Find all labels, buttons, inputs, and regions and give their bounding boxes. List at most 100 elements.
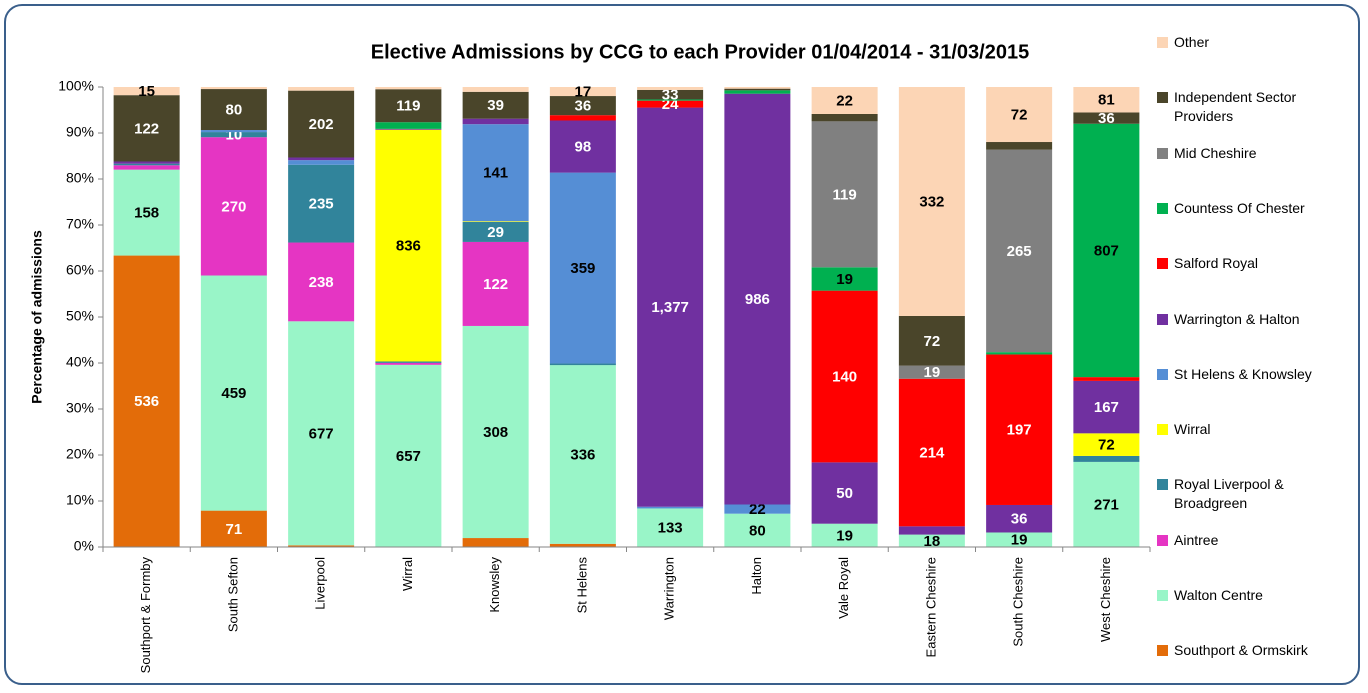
bar-segment <box>200 137 267 276</box>
bar-segment <box>1073 112 1140 124</box>
bar-segment <box>811 87 878 114</box>
legend-label: Warrington & Halton <box>1174 310 1300 327</box>
bar-segment <box>375 89 442 123</box>
legend-entry: Independent Sector Providers <box>1157 88 1347 126</box>
data-label: 36 <box>1011 511 1028 528</box>
bar-segment <box>1073 87 1140 113</box>
bar-segment <box>898 378 965 527</box>
bar-segment <box>375 364 442 547</box>
legend-entry: Southport & Ormskirk <box>1157 641 1347 660</box>
y-tick-label: 90% <box>66 124 94 140</box>
bar-segment <box>986 504 1053 533</box>
y-tick-label: 0% <box>74 538 94 554</box>
data-label: 133 <box>658 520 683 537</box>
bar-segment <box>113 161 180 164</box>
bar-segment <box>549 543 616 547</box>
data-label: 214 <box>919 444 945 461</box>
bar-segment <box>986 87 1053 143</box>
x-tick-label: Liverpool <box>313 557 328 610</box>
data-label: 332 <box>919 193 944 210</box>
data-label: 19 <box>836 271 853 288</box>
legend-entry: Royal Liverpool & Broadgreen <box>1157 475 1347 513</box>
bar-segment <box>986 532 1053 547</box>
data-label: 336 <box>570 446 595 463</box>
legend-label: Independent Sector Providers <box>1174 89 1297 125</box>
data-label: 167 <box>1094 399 1119 416</box>
bar-segment <box>375 128 442 130</box>
bar-segment <box>375 122 442 129</box>
data-label: 29 <box>487 224 504 241</box>
data-label: 197 <box>1007 422 1032 439</box>
bar-segment <box>1073 433 1140 456</box>
legend-entry: Wirral <box>1157 420 1347 439</box>
bar-segment <box>637 508 704 547</box>
y-tick-label: 100% <box>58 78 94 94</box>
x-tick-label: Eastern Cheshire <box>923 557 938 657</box>
legend-swatch <box>1157 202 1168 214</box>
bar-segment <box>811 290 878 463</box>
bar-segment <box>549 172 616 364</box>
data-label: 98 <box>575 139 592 156</box>
data-label: 17 <box>575 83 592 100</box>
bar-segment <box>724 87 791 89</box>
bar-segment <box>375 87 442 90</box>
bar-segment <box>1073 455 1140 462</box>
y-tick-label: 50% <box>66 308 94 324</box>
bar-segment <box>986 149 1053 353</box>
bar-segment <box>549 363 616 366</box>
bar-segment <box>637 107 704 507</box>
data-label: 459 <box>221 385 246 402</box>
data-label: 72 <box>1011 106 1028 123</box>
data-label: 986 <box>745 291 770 308</box>
legend-label: Walton Centre <box>1174 587 1263 603</box>
legend-entry: Warrington & Halton <box>1157 310 1347 329</box>
bar-segment <box>724 93 791 505</box>
bar-segment <box>898 315 965 366</box>
data-label: 119 <box>833 186 857 203</box>
data-label: 308 <box>483 424 508 441</box>
legend-label: Countess Of Chester <box>1174 199 1305 216</box>
bar-segment <box>462 325 529 539</box>
legend-swatch <box>1157 147 1168 159</box>
data-label: 158 <box>134 205 159 222</box>
bar-segment <box>811 113 878 122</box>
bar-segment <box>898 87 965 316</box>
bar-segment <box>462 538 529 547</box>
bar-segment <box>637 89 704 100</box>
chart-title: Elective Admissions by CCG to each Provi… <box>371 41 1029 63</box>
data-label: 19 <box>1011 532 1028 549</box>
x-tick-label: Southport & Formby <box>138 557 153 674</box>
legend-entry: Aintree <box>1157 531 1347 550</box>
x-tick-label: St Helens <box>574 557 589 614</box>
data-label: 536 <box>134 393 159 410</box>
legend-label: St Helens & Knowsley <box>1174 365 1312 382</box>
y-tick-label: 40% <box>66 354 94 370</box>
data-label: 359 <box>570 260 595 277</box>
bar-segment <box>288 321 355 546</box>
legend-entry: Mid Cheshire <box>1157 144 1347 163</box>
legend-swatch <box>1157 534 1168 546</box>
legend-label: Other <box>1174 34 1210 50</box>
legend-swatch <box>1157 479 1168 491</box>
bar-segment <box>462 241 529 326</box>
data-label: 50 <box>836 485 853 502</box>
bar-segment <box>637 100 704 108</box>
data-label: 238 <box>309 274 334 291</box>
data-label: 19 <box>924 364 941 381</box>
bar-segment <box>200 132 267 138</box>
legend-entry: St Helens & Knowsley <box>1157 365 1347 384</box>
data-label: 72 <box>1098 437 1115 454</box>
legend-label: Royal Liverpool & Broadgreen <box>1174 476 1284 512</box>
data-label: 15 <box>138 83 155 100</box>
y-axis-label: Percentage of admissions <box>29 230 45 404</box>
bar-segment <box>549 115 616 121</box>
data-label: 19 <box>836 527 853 544</box>
bar-segment <box>637 506 704 509</box>
data-label: 80 <box>749 522 766 539</box>
data-label: 33 <box>662 87 679 104</box>
x-tick-label: West Cheshire <box>1098 557 1113 642</box>
bar-segment <box>200 130 267 133</box>
y-tick-label: 60% <box>66 262 94 278</box>
bar-segment <box>1073 377 1140 381</box>
